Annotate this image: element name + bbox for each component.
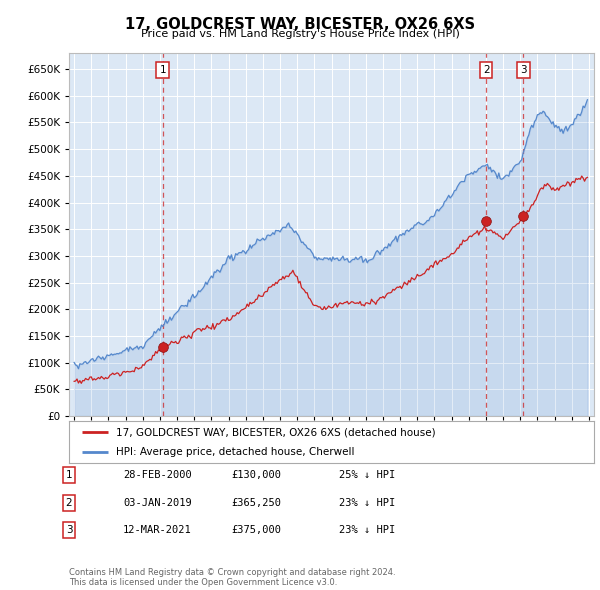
Text: 3: 3 [65, 526, 73, 535]
Text: £365,250: £365,250 [231, 498, 281, 507]
Text: 2: 2 [65, 498, 73, 507]
Text: HPI: Average price, detached house, Cherwell: HPI: Average price, detached house, Cher… [116, 447, 355, 457]
Text: 17, GOLDCREST WAY, BICESTER, OX26 6XS (detached house): 17, GOLDCREST WAY, BICESTER, OX26 6XS (d… [116, 427, 436, 437]
Text: Price paid vs. HM Land Registry's House Price Index (HPI): Price paid vs. HM Land Registry's House … [140, 29, 460, 39]
Text: 28-FEB-2000: 28-FEB-2000 [123, 470, 192, 480]
Text: 3: 3 [520, 65, 527, 75]
Text: £375,000: £375,000 [231, 526, 281, 535]
Text: 1: 1 [65, 470, 73, 480]
Text: 12-MAR-2021: 12-MAR-2021 [123, 526, 192, 535]
Text: £130,000: £130,000 [231, 470, 281, 480]
Text: Contains HM Land Registry data © Crown copyright and database right 2024.
This d: Contains HM Land Registry data © Crown c… [69, 568, 395, 587]
Text: 2: 2 [483, 65, 490, 75]
Text: 03-JAN-2019: 03-JAN-2019 [123, 498, 192, 507]
Text: 23% ↓ HPI: 23% ↓ HPI [339, 526, 395, 535]
Text: 1: 1 [160, 65, 166, 75]
Text: 25% ↓ HPI: 25% ↓ HPI [339, 470, 395, 480]
Text: 17, GOLDCREST WAY, BICESTER, OX26 6XS: 17, GOLDCREST WAY, BICESTER, OX26 6XS [125, 17, 475, 31]
Text: 23% ↓ HPI: 23% ↓ HPI [339, 498, 395, 507]
